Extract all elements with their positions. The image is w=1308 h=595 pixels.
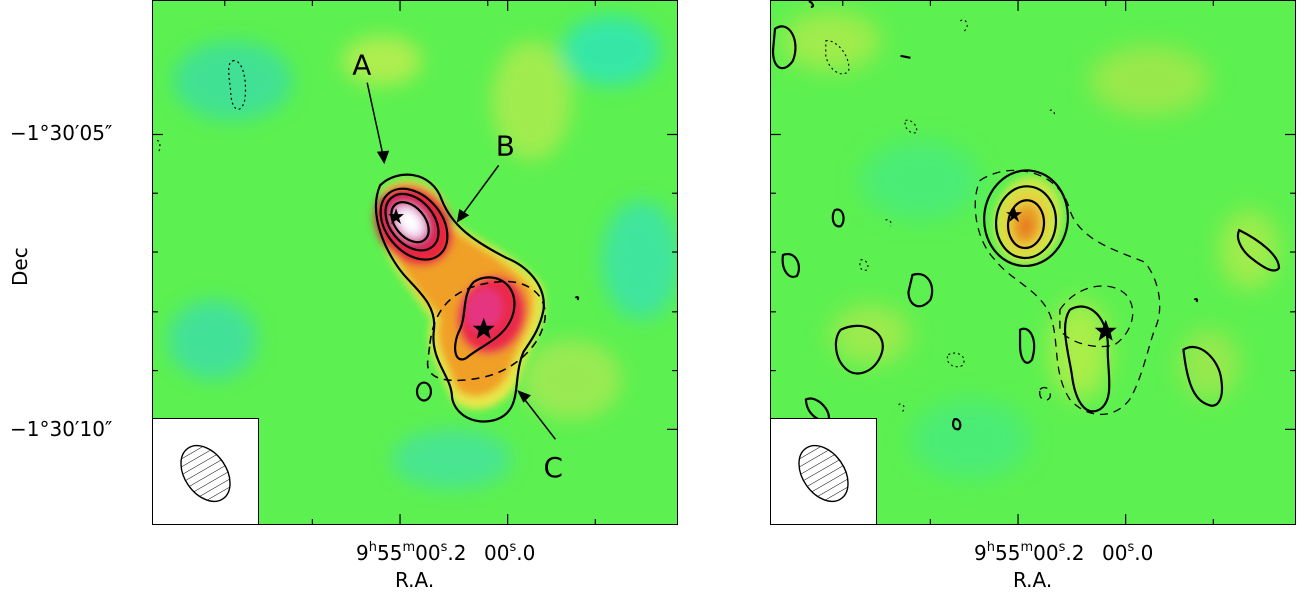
hatched-beam-ellipse-icon xyxy=(788,436,859,511)
beam-inset xyxy=(153,418,259,524)
annotation-b: B xyxy=(496,129,515,162)
hatched-beam-ellipse-icon xyxy=(170,436,241,511)
x-tick-label-right-1: 9h55m00s.2 xyxy=(974,540,1085,565)
left-map-image: A B C xyxy=(153,1,677,524)
right-image-panel xyxy=(770,0,1296,525)
beam-inset xyxy=(771,418,877,524)
x-tick-label-left-2: 00s.0 xyxy=(484,540,536,565)
y-tick-label-1: −1°30′05″ xyxy=(10,121,113,145)
x-tick-label-left-1: 9h55m00s.2 xyxy=(356,540,467,565)
annotation-a: A xyxy=(352,49,371,82)
x-tick-label-right-2: 00s.0 xyxy=(1102,540,1154,565)
y-axis-label: Dec xyxy=(8,247,32,286)
y-tick-label-2: −1°30′10″ xyxy=(10,417,113,441)
x-axis-label-left: R.A. xyxy=(395,568,435,592)
left-image-panel: A B C xyxy=(152,0,678,525)
x-axis-label-right: R.A. xyxy=(1013,568,1053,592)
annotation-c: C xyxy=(544,451,563,484)
